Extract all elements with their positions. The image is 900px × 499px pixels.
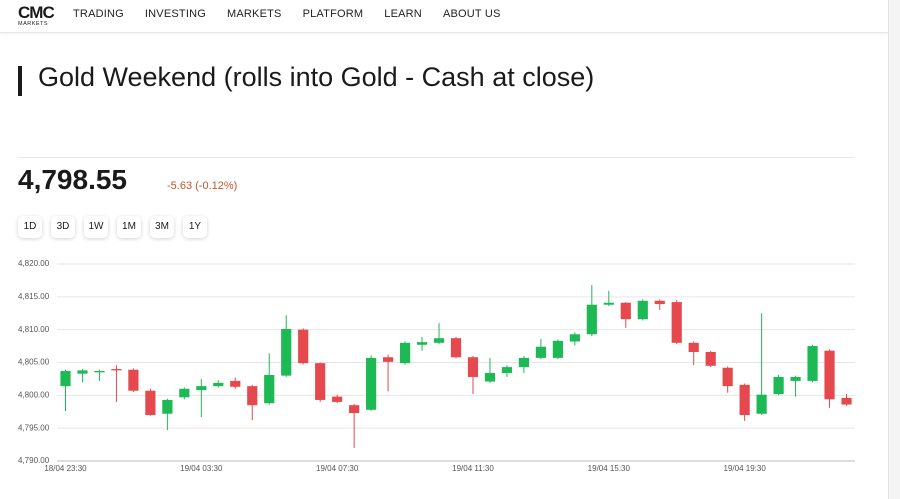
y-tick-label: 4,790.00: [18, 456, 50, 465]
logo-text[interactable]: CMC: [18, 3, 55, 22]
candle-body: [739, 384, 750, 416]
candle-body: [756, 394, 767, 414]
price: 4,798.55: [18, 164, 127, 195]
candle-body: [518, 357, 530, 368]
price-change: -5.63 (-0.12%): [167, 180, 238, 192]
candle-body: [264, 374, 275, 404]
candle-body: [213, 382, 224, 387]
y-tick-label: 4,820.00: [18, 259, 50, 268]
y-tick-label: 4,810.00: [18, 325, 50, 334]
range-button[interactable]: 1Y: [183, 216, 207, 238]
range-button[interactable]: 3M: [150, 216, 174, 238]
range-button[interactable]: 1W: [84, 216, 108, 238]
candle-body: [467, 357, 479, 377]
page-title: Gold Weekend (rolls into Gold - Cash at …: [38, 62, 595, 92]
x-tick-label: 19/04 07:30: [316, 464, 359, 473]
range-buttons: 1D 3D 1W 1M 3M 1Y: [18, 216, 216, 238]
candle-body: [569, 334, 580, 342]
candle-body: [807, 346, 818, 381]
candle-body: [552, 340, 563, 358]
candle-body: [535, 346, 546, 358]
range-button[interactable]: 1D: [18, 216, 42, 238]
candle-body: [94, 371, 105, 373]
candle-body: [841, 397, 852, 405]
candle-body: [382, 357, 394, 362]
candle-body: [298, 329, 309, 364]
range-button[interactable]: 1M: [117, 216, 141, 238]
candle-body: [450, 338, 462, 358]
candle-body: [773, 376, 784, 395]
candle-body: [315, 363, 326, 400]
candle-body: [586, 304, 597, 335]
y-tick-label: 4,800.00: [18, 390, 50, 399]
candle-body: [60, 371, 71, 387]
candle-body: [824, 350, 835, 400]
x-tick-label: 19/04 11:30: [452, 464, 494, 473]
nav-item[interactable]: MARKETS: [227, 8, 282, 20]
nav-item[interactable]: TRADING: [73, 8, 124, 20]
x-tick-label: 19/04 03:30: [180, 464, 223, 473]
candle-body: [603, 302, 614, 305]
candle-body: [790, 376, 801, 381]
candle-body: [688, 342, 699, 352]
logo[interactable]: CMC MARKETS: [18, 3, 55, 28]
candle-body: [230, 380, 241, 387]
range-button[interactable]: 3D: [51, 216, 75, 238]
candle-body: [179, 388, 190, 398]
y-tick-label: 4,815.00: [18, 292, 50, 301]
nav-item[interactable]: ABOUT US: [442, 8, 501, 20]
candle-body: [162, 399, 173, 414]
candle-body: [620, 302, 631, 320]
candle-body: [128, 369, 139, 391]
candle-body: [247, 386, 258, 406]
logo-sub[interactable]: MARKETS: [18, 21, 49, 27]
candle-body: [501, 367, 513, 374]
candle-body: [111, 369, 122, 371]
candle-body: [637, 300, 648, 320]
nav-item[interactable]: PLATFORM: [302, 8, 364, 20]
divider: [18, 157, 855, 158]
candle-body: [349, 405, 360, 414]
y-tick-label: 4,805.00: [18, 358, 50, 367]
chart: 4,790.00 4,795.00 4,800.00 4,805.00 4,810.00…: [18, 259, 855, 473]
candle-body: [281, 329, 292, 376]
nav-menu: TRADING INVESTING MARKETS PLATFORM LEARN ABOU…: [73, 8, 522, 20]
candle-body: [77, 370, 88, 374]
candle-body: [705, 351, 716, 366]
candle-body: [484, 373, 496, 382]
candle-body: [332, 396, 343, 402]
nav-item[interactable]: INVESTING: [144, 8, 206, 20]
y-tick-label: 4,795.00: [18, 423, 50, 432]
candle-body: [366, 357, 377, 410]
candle-body: [416, 342, 428, 345]
candle-body: [399, 342, 411, 364]
x-tick-label: 19/04 19:30: [724, 464, 767, 473]
candle-body: [433, 338, 445, 343]
x-tick-label: 19/04 15:30: [588, 464, 631, 473]
scrollbar: [888, 0, 900, 499]
candle-body: [145, 390, 156, 416]
nav-bar: CMC MARKETS TRADING INVESTING MARKETS PLATF…: [0, 0, 888, 33]
x-tick-label: 18/04 23:30: [44, 464, 87, 473]
nav-item[interactable]: LEARN: [384, 8, 422, 20]
candle-body: [722, 367, 733, 387]
candle-body: [671, 302, 682, 343]
candle-body: [654, 300, 665, 305]
candle-body: [196, 386, 207, 391]
title-accent: [18, 66, 22, 96]
